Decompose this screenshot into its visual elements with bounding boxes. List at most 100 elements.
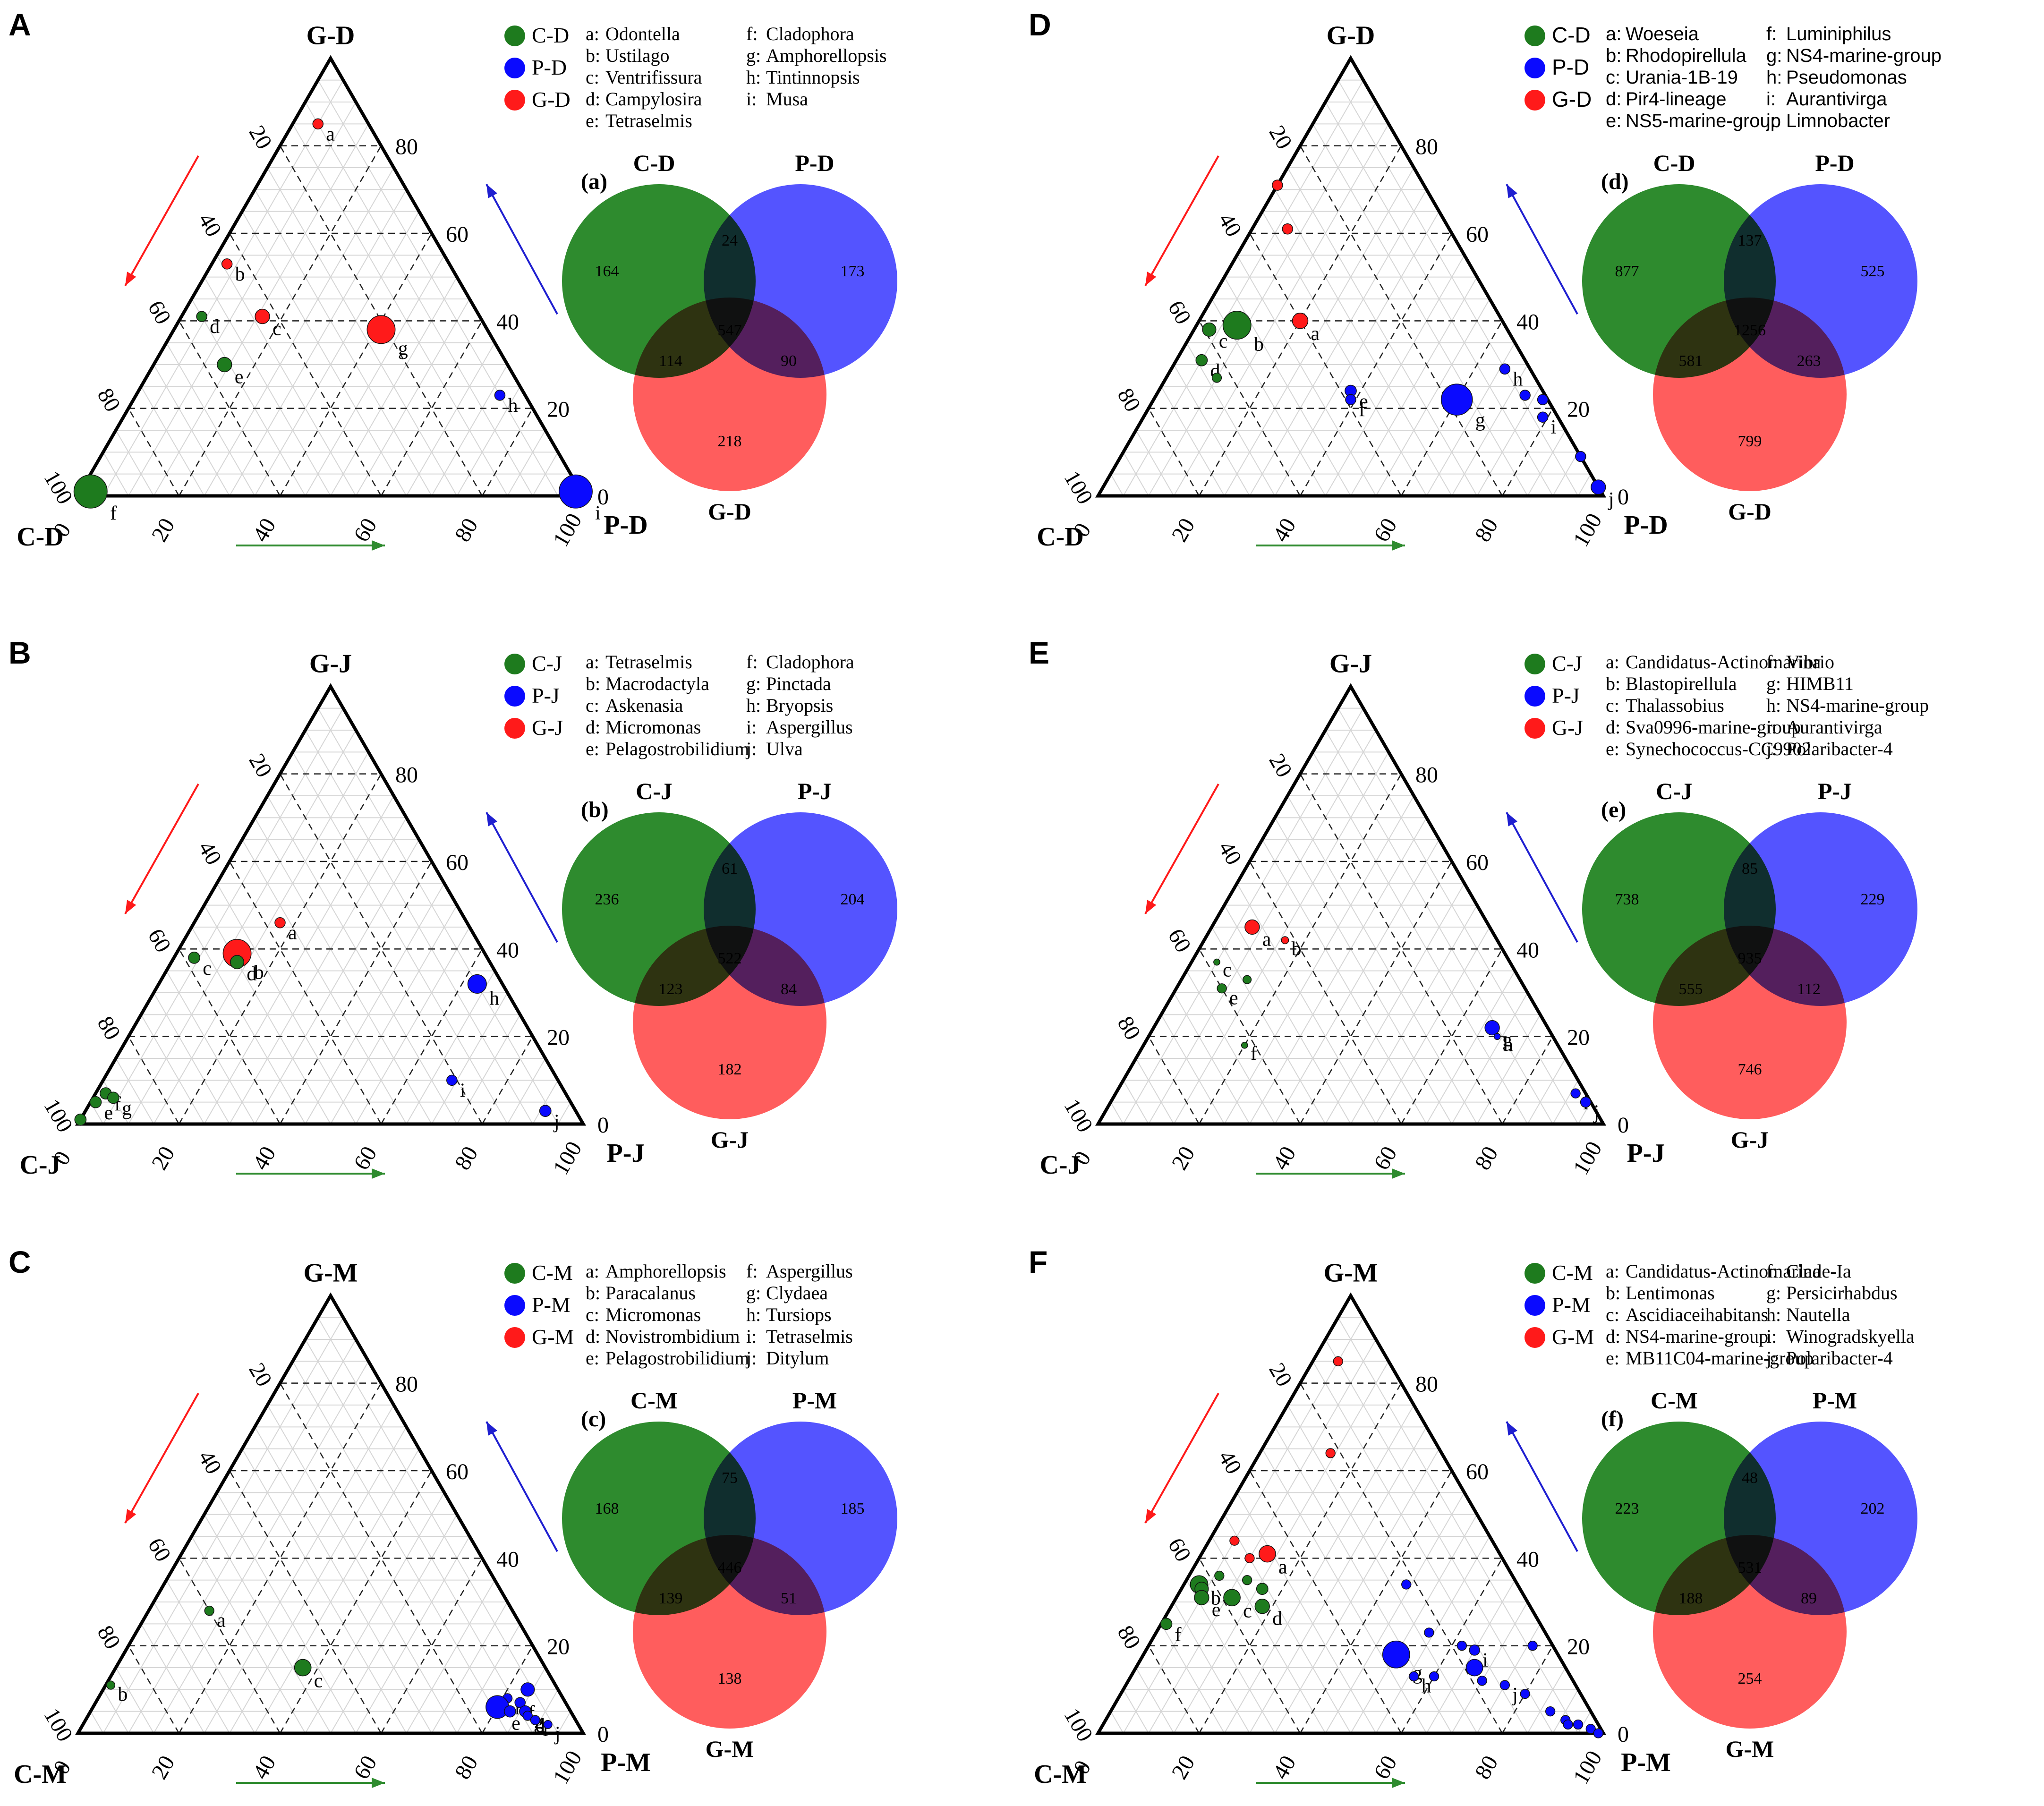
major-grid-line: [1249, 861, 1402, 1124]
venn-value: 112: [1797, 980, 1821, 998]
taxa-key-letter: j:: [745, 738, 757, 759]
data-point-blue: [1469, 1644, 1480, 1656]
grid-line: [406, 971, 495, 1124]
grid-line: [1160, 1623, 1225, 1734]
tick-label-right: 0: [1618, 1113, 1629, 1138]
grid-line: [1110, 1102, 1124, 1124]
tick-label-right: 40: [496, 937, 519, 963]
major-grid-line: [1299, 1470, 1453, 1734]
tick-label-left: 20: [1264, 121, 1297, 153]
venn-value: 138: [718, 1670, 742, 1687]
taxa-key-letter: j:: [745, 1347, 757, 1369]
tick-label-right: 80: [395, 1372, 418, 1397]
grid-line: [305, 1492, 445, 1734]
grid-line: [355, 298, 470, 496]
taxa-key-letter: b:: [1606, 1282, 1620, 1303]
taxa-key-letter: f:: [746, 1261, 758, 1282]
data-point-green: [89, 1096, 102, 1108]
venn-value: 61: [722, 860, 738, 877]
grid-line: [1173, 751, 1389, 1124]
grid-line: [1135, 1667, 1175, 1734]
taxa-key-letter: i:: [1766, 89, 1776, 110]
legend-marker: [504, 654, 525, 674]
taxa-name: Pelagostrobilidium: [605, 738, 749, 759]
taxa-key-letter: b:: [1606, 673, 1620, 694]
taxa-name: Tetraselmis: [605, 651, 692, 673]
data-point-label: b: [235, 264, 245, 285]
grid-line: [216, 883, 357, 1124]
venn-value: 555: [1679, 980, 1703, 998]
venn-values: 168 185 138 75 139 51 446: [595, 1469, 865, 1687]
legend-label: P-M: [1552, 1293, 1591, 1317]
grid-line: [1236, 1492, 1377, 1734]
tick-label-bottom: 40: [248, 514, 281, 546]
grid-line: [166, 971, 256, 1124]
taxa-name: Woeseia: [1626, 24, 1699, 44]
tick-label-left: 100: [1059, 467, 1098, 509]
data-point-label: h: [508, 395, 518, 417]
data-point-green: [1217, 983, 1227, 994]
arrow-left-axis: [1144, 1393, 1219, 1524]
taxa-key-letter: i:: [1766, 716, 1777, 738]
fine-grid: [90, 79, 571, 496]
venn-diagram: 168 185 138 75 139 51 446 C-M P-M G-M (c): [562, 1387, 897, 1762]
taxa-name: Bryopsis: [766, 695, 833, 716]
tick-label-left: 20: [1264, 1359, 1297, 1391]
data-point-label: c: [1243, 1600, 1252, 1622]
venn-circle-c: [1653, 1535, 1847, 1729]
data-point-label: f: [1359, 399, 1365, 421]
venn-value: 799: [1738, 433, 1762, 450]
taxa-key-letter: e:: [1606, 1347, 1619, 1369]
data-point-label: c: [273, 318, 281, 340]
taxa-key-letter: i:: [746, 88, 757, 110]
arrow-right-axis: [1506, 184, 1578, 315]
legend-marker: [504, 1327, 525, 1348]
taxa-name: Paracalanus: [605, 1282, 696, 1303]
venn-value: 139: [659, 1590, 683, 1607]
grid-line: [557, 1711, 571, 1734]
data-point-label: b: [254, 962, 264, 983]
tick-label-left: 40: [1213, 209, 1246, 241]
data-point-green: [217, 357, 232, 373]
vertex-label-top: G-M: [303, 1258, 358, 1287]
data-point-label: i: [1482, 1650, 1488, 1671]
legend-label: G-D: [532, 87, 571, 111]
grid-line: [456, 1623, 521, 1734]
major-grid: [128, 145, 534, 496]
tick-label-right: 80: [395, 135, 418, 160]
arrow-bottom-axis-head: [1392, 540, 1405, 551]
data-point-green: [1256, 1583, 1269, 1595]
data-point-blue: [1570, 1088, 1581, 1099]
major-grid: [1148, 773, 1554, 1124]
legend-marker: [1524, 26, 1545, 46]
taxa-name: Luminiphilus: [1786, 24, 1891, 44]
grid-line: [153, 1602, 230, 1734]
venn-label: G-D: [1728, 498, 1771, 525]
taxa-key-letter: j:: [1765, 738, 1777, 759]
taxa-name: Urania-1B-19: [1626, 67, 1738, 88]
grid-line: [431, 1602, 508, 1734]
taxa-name: Pinctada: [766, 673, 831, 694]
taxa-key-letter: a:: [1606, 651, 1619, 673]
legend: C-J P-J G-J: [1524, 651, 1583, 740]
vertex-label-top: G-J: [1329, 649, 1372, 678]
major-grid: [1148, 1382, 1554, 1734]
venn-label: G-M: [1726, 1736, 1774, 1762]
taxa-key-letter: e:: [586, 1347, 599, 1369]
grid-line: [241, 1448, 407, 1734]
vertex-label-top: G-M: [1323, 1258, 1378, 1287]
arrow-right-axis: [1506, 1421, 1578, 1552]
taxa-name: Aspergillus: [766, 716, 853, 738]
grid-line: [1211, 1536, 1326, 1734]
grid-line: [1123, 80, 1364, 496]
taxa-key-letter: h:: [746, 67, 761, 88]
data-point-blue: [494, 390, 506, 401]
venn-value: 188: [1679, 1590, 1703, 1607]
grid-line: [102, 1689, 129, 1734]
taxa-key-letter: b:: [586, 45, 600, 66]
taxa-key-letter: h:: [1766, 67, 1782, 88]
data-point-label: h: [1513, 368, 1523, 390]
tick-label-left: 80: [92, 1012, 125, 1044]
